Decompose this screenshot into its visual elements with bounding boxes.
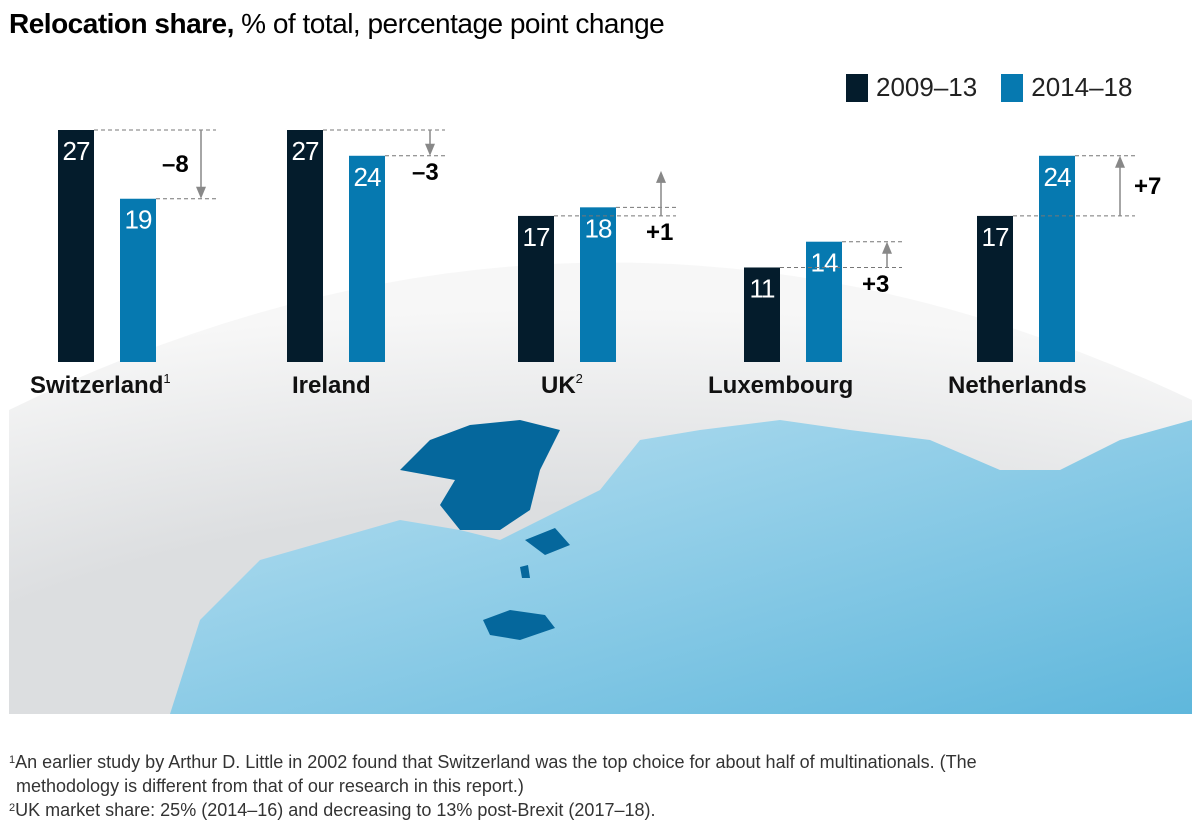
bar-value-label: 24 <box>1044 162 1071 192</box>
country-label: Ireland <box>292 372 371 399</box>
legend-item-period2: 2014–18 <box>1001 72 1132 103</box>
country-label: Luxembourg <box>708 372 853 399</box>
bar-uk-2014-18 <box>580 207 616 362</box>
bar-value-label: 17 <box>523 222 550 252</box>
arrow-head-icon <box>196 186 206 199</box>
change-label: –3 <box>412 159 439 186</box>
title-bold: Relocation share, <box>9 8 234 39</box>
bar-value-label: 27 <box>63 136 90 166</box>
bar-value-label: 24 <box>354 162 381 192</box>
map-europe-land <box>170 420 1192 714</box>
legend-swatch <box>1001 73 1024 102</box>
footnote-mark: 2 <box>9 802 16 814</box>
bar-value-label: 18 <box>585 213 612 243</box>
footnote-1: 1An earlier study by Arthur D. Little in… <box>9 750 977 774</box>
bar-value-label: 19 <box>125 205 152 235</box>
chart-title: Relocation share, % of total, percentage… <box>9 8 665 40</box>
bar-luxembourg-2014-18 <box>806 241 842 362</box>
legend-item-period1: 2009–13 <box>846 72 977 103</box>
footnote-1-cont: methodology is different from that of ou… <box>16 774 524 798</box>
footnote-mark: 1 <box>9 754 16 766</box>
footnote-2: 2UK market share: 25% (2014–16) and decr… <box>9 798 656 822</box>
title-rest: % of total, percentage point change <box>233 8 665 39</box>
change-label: +3 <box>862 271 889 298</box>
bar-ireland-2014-18 <box>349 155 385 362</box>
bar-value-label: 14 <box>811 248 838 278</box>
map-netherlands <box>525 528 570 555</box>
bar-uk-2009-13 <box>518 215 554 362</box>
legend-swatch <box>846 73 868 102</box>
footnote-text: An earlier study by Arthur D. Little in … <box>15 752 977 772</box>
legend: 2009–13 2014–18 <box>846 72 1156 103</box>
legend-label: 2014–18 <box>1031 72 1133 102</box>
footnote-text: methodology is different from that of ou… <box>16 776 524 796</box>
footnote-text: UK market share: 25% (2014–16) and decre… <box>15 800 656 820</box>
bar-switzerland-2014-18 <box>120 198 156 362</box>
map-switzerland <box>483 610 555 640</box>
legend-label: 2009–13 <box>876 72 978 102</box>
bar-marks: 27 19 –8 Switzerland1 27 24 –3 Ireland 17 18 +1 UK2… <box>30 129 1161 399</box>
arrow-head-icon <box>1115 155 1125 168</box>
bar-ireland-2009-13 <box>287 130 323 362</box>
map-background <box>9 262 1192 714</box>
country-label: Netherlands <box>948 372 1087 399</box>
change-label: +1 <box>646 219 673 246</box>
change-label: +7 <box>1134 173 1161 200</box>
country-label: Switzerland1 <box>30 371 171 399</box>
map-uk-ireland <box>400 420 560 530</box>
bar-netherlands-2009-13 <box>977 215 1013 362</box>
arrow-head-icon <box>656 170 666 183</box>
bar-switzerland-2009-13 <box>58 130 94 362</box>
bar-value-label: 17 <box>982 222 1009 252</box>
bar-value-label: 27 <box>292 136 319 166</box>
bar-netherlands-2014-18 <box>1039 155 1075 362</box>
arrow-head-icon <box>425 143 435 156</box>
map-luxembourg <box>520 565 530 578</box>
country-label: UK2 <box>541 371 583 399</box>
arrow-head-icon <box>882 241 892 254</box>
change-label: –8 <box>162 151 189 178</box>
bar-luxembourg-2009-13 <box>744 267 780 362</box>
bar-value-label: 11 <box>750 273 776 303</box>
